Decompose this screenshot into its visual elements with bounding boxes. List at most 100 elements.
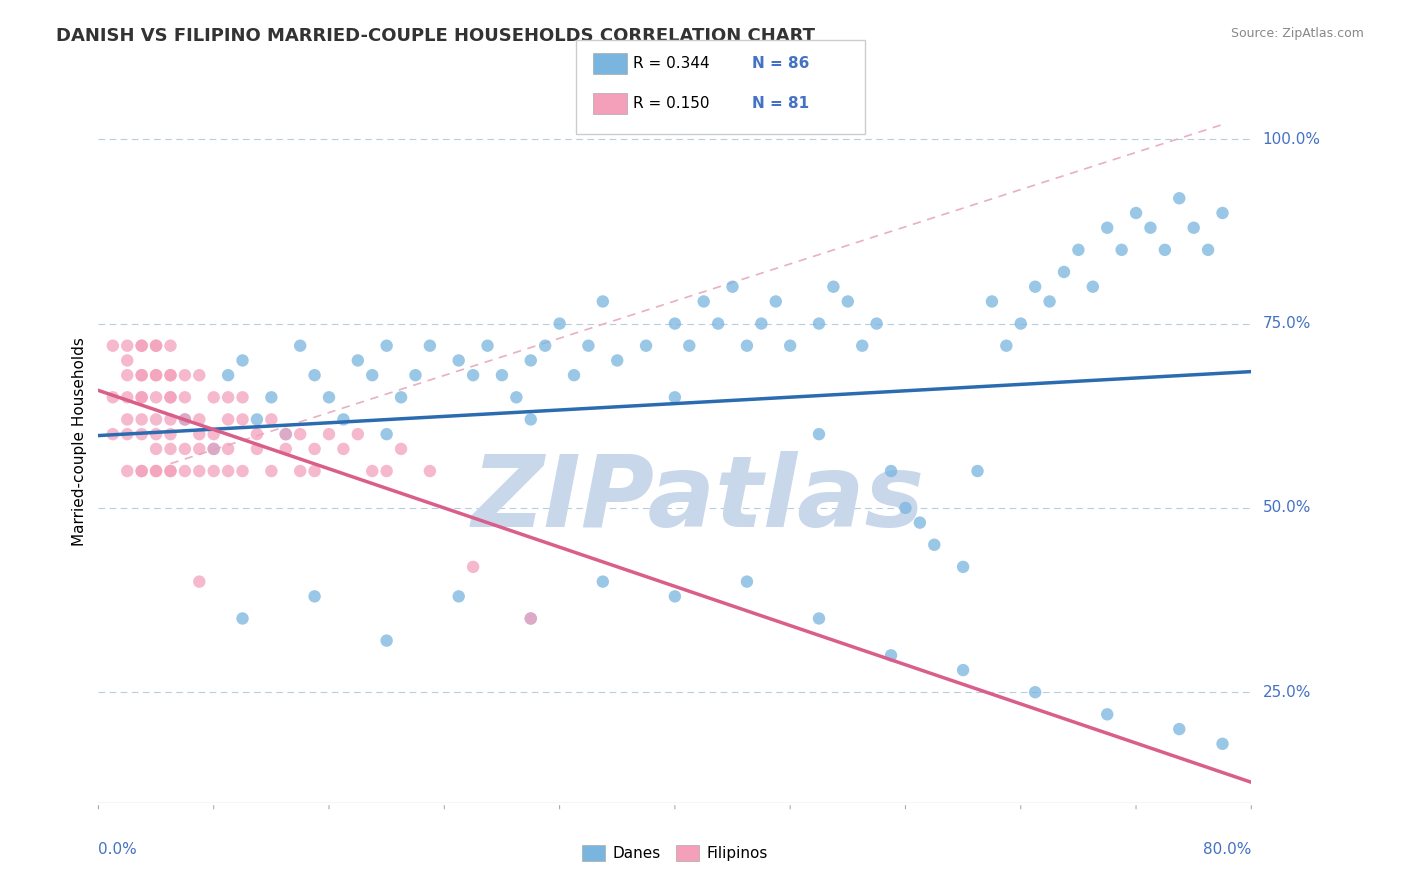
Point (318, 427, 340, 442)
Point (924, 538, 946, 552)
Point (389, 390, 412, 404)
Point (304, 464, 326, 478)
Text: 50.0%: 50.0% (1263, 500, 1310, 516)
Point (389, 442, 412, 456)
Point (174, 368, 197, 383)
Point (145, 339, 167, 353)
Point (606, 353, 628, 368)
Point (735, 339, 758, 353)
Point (664, 317, 686, 331)
Point (1212, 206, 1234, 220)
Text: R = 0.150: R = 0.150 (633, 96, 709, 111)
Text: DANISH VS FILIPINO MARRIED-COUPLE HOUSEHOLDS CORRELATION CHART: DANISH VS FILIPINO MARRIED-COUPLE HOUSEH… (56, 27, 815, 45)
Point (751, 317, 773, 331)
Point (290, 339, 312, 353)
Point (304, 368, 326, 383)
Point (880, 464, 903, 478)
Text: N = 86: N = 86 (752, 56, 810, 70)
Point (117, 427, 139, 442)
Point (866, 317, 889, 331)
Point (117, 412, 139, 426)
Point (346, 353, 368, 368)
Point (837, 294, 859, 309)
Text: 100.0%: 100.0% (1263, 132, 1320, 147)
Point (145, 442, 167, 456)
Point (131, 368, 153, 383)
Point (447, 590, 470, 604)
Point (808, 317, 831, 331)
Point (202, 464, 225, 478)
Point (375, 464, 398, 478)
Point (145, 412, 167, 426)
Point (131, 464, 153, 478)
Point (131, 339, 153, 353)
Point (174, 442, 197, 456)
Point (1212, 737, 1234, 751)
Point (1168, 191, 1191, 205)
Point (548, 317, 571, 331)
Point (707, 317, 730, 331)
Point (1197, 243, 1219, 257)
Point (145, 368, 167, 383)
Point (231, 611, 254, 625)
Point (520, 611, 543, 625)
Point (174, 464, 197, 478)
Point (1039, 294, 1062, 309)
Point (361, 368, 384, 383)
Point (246, 442, 269, 456)
Point (405, 368, 427, 383)
Point (117, 368, 139, 383)
Point (779, 339, 801, 353)
Point (159, 390, 181, 404)
Point (101, 427, 124, 442)
Point (332, 412, 354, 426)
Point (981, 294, 1004, 309)
Point (995, 339, 1018, 353)
Point (131, 339, 153, 353)
Point (1024, 279, 1046, 293)
Point (304, 590, 326, 604)
Point (159, 339, 181, 353)
Point (145, 464, 167, 478)
Point (174, 412, 197, 426)
Point (447, 353, 470, 368)
Point (145, 339, 167, 353)
Point (231, 353, 254, 368)
Point (1168, 722, 1191, 736)
Point (117, 390, 139, 404)
Point (735, 574, 758, 589)
Point (101, 390, 124, 404)
Point (419, 339, 441, 353)
Point (159, 464, 181, 478)
Point (721, 279, 744, 293)
Text: 75.0%: 75.0% (1263, 316, 1310, 331)
Point (664, 390, 686, 404)
Text: R = 0.344: R = 0.344 (633, 56, 709, 70)
Point (231, 412, 254, 426)
Point (188, 464, 211, 478)
Point (1182, 220, 1205, 235)
Point (851, 339, 873, 353)
Point (477, 339, 499, 353)
Text: 0.0%: 0.0% (98, 842, 138, 856)
Point (202, 427, 225, 442)
Point (592, 294, 614, 309)
Point (693, 294, 716, 309)
Point (664, 590, 686, 604)
Point (145, 390, 167, 404)
Point (202, 442, 225, 456)
Point (908, 516, 931, 530)
Point (188, 442, 211, 456)
Text: 25.0%: 25.0% (1263, 685, 1310, 699)
Point (636, 339, 658, 353)
Point (562, 368, 585, 383)
Point (217, 442, 239, 456)
Point (159, 412, 181, 426)
Point (952, 663, 974, 677)
Point (188, 427, 211, 442)
Point (505, 390, 527, 404)
Point (1125, 206, 1147, 220)
Point (520, 353, 543, 368)
Point (1053, 265, 1076, 279)
Point (1154, 243, 1177, 257)
